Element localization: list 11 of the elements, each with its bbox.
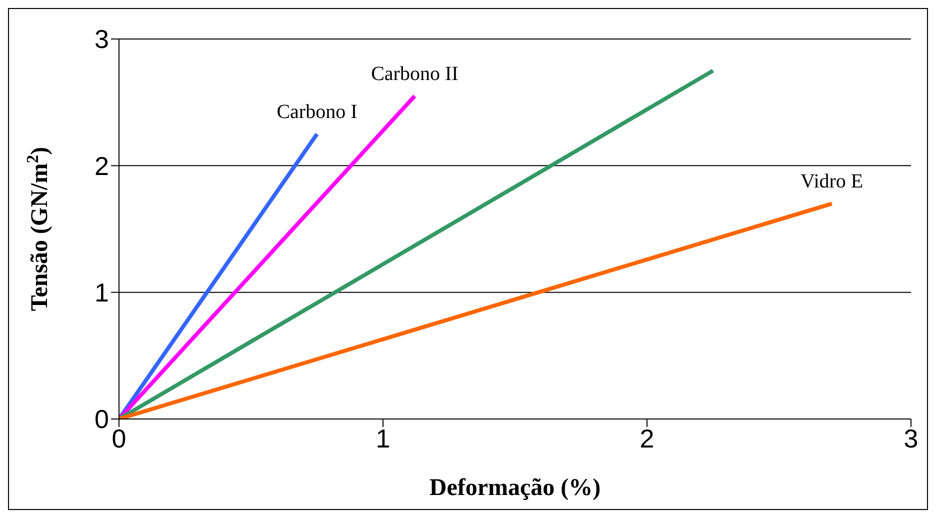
series-label: Vidro E	[800, 170, 864, 193]
series-label: Carbono II	[371, 63, 458, 85]
y-tick-label: 2	[94, 150, 109, 181]
x-tick-label: 3	[904, 423, 918, 454]
y-tick-label: 0	[94, 404, 109, 434]
y-tick-label: 1	[94, 278, 109, 308]
y-tick-label: 3	[94, 24, 109, 54]
x-tick-label: 2	[640, 423, 654, 454]
series-label: Carbono I	[276, 101, 358, 123]
x-tick-label: 1	[376, 423, 390, 454]
x-axis-title: Deformação (%)	[429, 475, 601, 501]
